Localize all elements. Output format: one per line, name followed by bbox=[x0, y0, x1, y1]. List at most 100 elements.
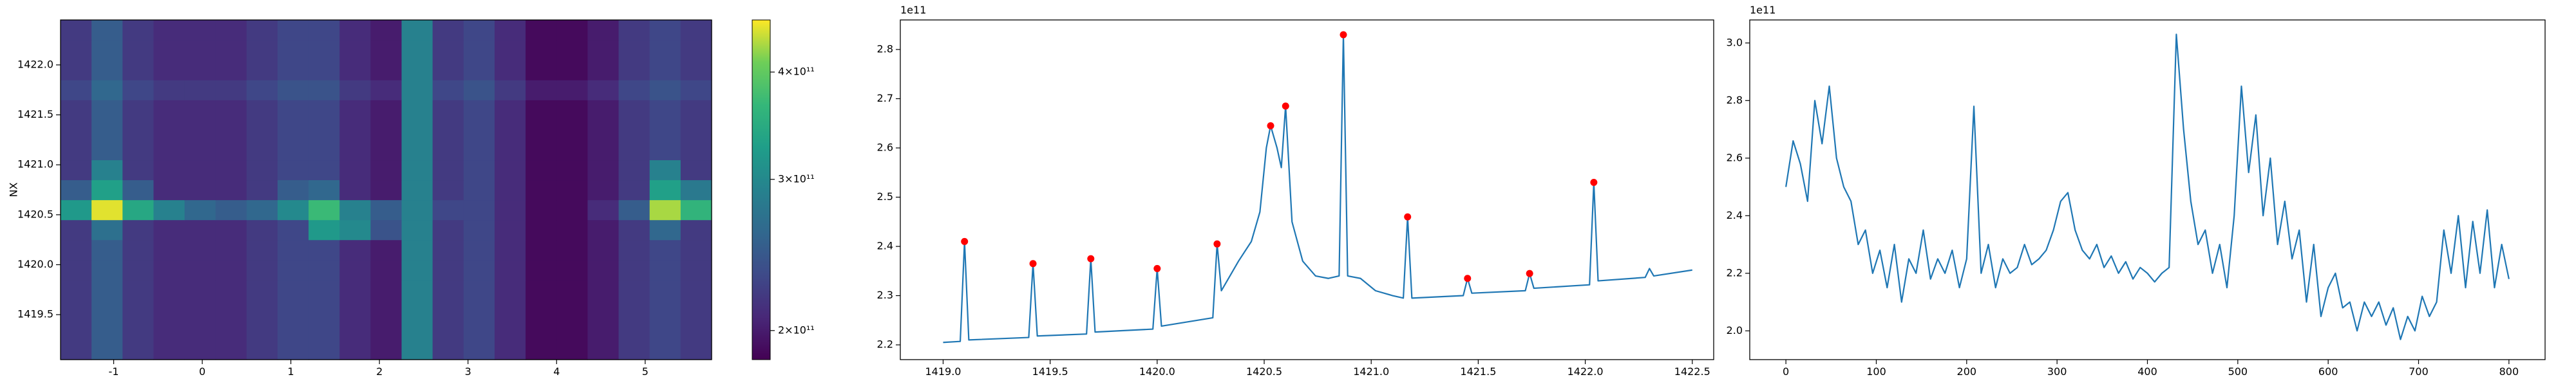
heatmap-cell bbox=[680, 299, 712, 320]
heatmap-cell bbox=[526, 100, 557, 120]
heatmap-cell bbox=[215, 279, 247, 300]
heatmap-cell bbox=[61, 259, 92, 280]
heatmap-cell bbox=[649, 319, 681, 340]
heatmap-cell bbox=[215, 179, 247, 201]
heatmap-cell bbox=[278, 179, 309, 201]
heatmap-cell bbox=[246, 239, 278, 261]
heatmap-cell bbox=[649, 40, 681, 60]
colorbar-tick-label: 4×10¹¹ bbox=[778, 66, 815, 78]
x-tick-label: 4 bbox=[553, 365, 560, 378]
colorbar bbox=[752, 19, 771, 360]
heatmap-cell bbox=[215, 259, 247, 280]
heatmap-cell bbox=[495, 299, 526, 320]
heatmap-cell bbox=[432, 80, 464, 100]
peak-marker bbox=[1213, 240, 1221, 248]
heatmap-cell bbox=[401, 160, 433, 181]
heatmap-cell bbox=[495, 80, 526, 100]
heatmap-cell bbox=[432, 160, 464, 181]
heatmap-cell bbox=[649, 259, 681, 280]
heatmap-cell bbox=[215, 80, 247, 100]
heatmap-cell bbox=[526, 179, 557, 201]
heatmap-cell bbox=[184, 20, 216, 41]
heatmap-cell bbox=[153, 239, 185, 261]
heatmap-cell bbox=[215, 239, 247, 261]
y-tick-label: 1420.0 bbox=[17, 258, 53, 270]
heatmap-cell bbox=[122, 259, 155, 280]
x-tick-label: 300 bbox=[2047, 365, 2067, 378]
heatmap-cell bbox=[587, 60, 620, 80]
heatmap-cell bbox=[278, 20, 309, 41]
heatmap-cell bbox=[91, 40, 123, 60]
x-tick-label: 1422.0 bbox=[1567, 365, 1604, 378]
heatmap-cell bbox=[370, 179, 402, 201]
heatmap-cell bbox=[556, 120, 589, 140]
heatmap-cell bbox=[587, 179, 620, 201]
x-tick-label: 1 bbox=[288, 365, 294, 378]
heatmap-cell bbox=[122, 100, 155, 120]
heatmap-cell bbox=[463, 219, 495, 241]
heatmap-cell bbox=[278, 299, 309, 320]
heatmap-cell bbox=[308, 299, 340, 320]
heatmap-cell bbox=[526, 60, 557, 80]
y-tick-label: 1420.5 bbox=[17, 208, 53, 220]
heatmap-cell bbox=[339, 339, 372, 360]
heatmap-cell bbox=[463, 80, 495, 100]
heatmap-cell bbox=[339, 199, 372, 221]
heatmap-cell bbox=[246, 120, 278, 140]
heatmap-cell bbox=[339, 140, 372, 161]
heatmap-cell bbox=[215, 299, 247, 320]
heatmap-cell bbox=[339, 219, 372, 241]
heatmap-cell bbox=[308, 259, 340, 280]
heatmap-cell bbox=[587, 219, 620, 241]
heatmap-cell bbox=[122, 279, 155, 300]
heatmap-cell bbox=[587, 80, 620, 100]
heatmap-cell bbox=[153, 160, 185, 181]
heatmap-cell bbox=[91, 279, 123, 300]
heatmap-cell bbox=[495, 60, 526, 80]
x-tick-label: 600 bbox=[2318, 365, 2338, 378]
heatmap-cell bbox=[587, 100, 620, 120]
heatmap-cell bbox=[215, 339, 247, 360]
heatmap-cell bbox=[278, 60, 309, 80]
heatmap-cell bbox=[432, 339, 464, 360]
peak-marker bbox=[1267, 122, 1274, 130]
heatmap-cell bbox=[495, 259, 526, 280]
heatmap-cell bbox=[680, 239, 712, 261]
heatmap-cell bbox=[526, 279, 557, 300]
heatmap-cell bbox=[122, 319, 155, 340]
heatmap-cell bbox=[153, 279, 185, 300]
heatmap-cell bbox=[370, 299, 402, 320]
heatmap-cell bbox=[91, 179, 123, 201]
heatmap-cell bbox=[339, 179, 372, 201]
heatmap-cell bbox=[339, 299, 372, 320]
heatmap-cell bbox=[401, 100, 433, 120]
heatmap-cell bbox=[556, 100, 589, 120]
heatmap-cell bbox=[215, 120, 247, 140]
heatmap-cell bbox=[495, 140, 526, 161]
heatmap-cell bbox=[463, 160, 495, 181]
heatmap-cell bbox=[370, 239, 402, 261]
heatmap-cell bbox=[61, 279, 92, 300]
heatmap-cell bbox=[91, 199, 123, 221]
x-tick-label: 2 bbox=[376, 365, 383, 378]
heatmap-cell bbox=[495, 100, 526, 120]
heatmap-cell bbox=[618, 299, 650, 320]
peak-marker bbox=[1153, 264, 1161, 272]
heatmap-cell bbox=[618, 80, 650, 100]
heatmap-cell bbox=[680, 60, 712, 80]
heatmap-cell bbox=[587, 319, 620, 340]
heatmap-cell bbox=[370, 259, 402, 280]
heatmap-cell bbox=[495, 120, 526, 140]
heatmap-cell bbox=[339, 160, 372, 181]
heatmap-cell bbox=[339, 100, 372, 120]
y-axis-label: NX bbox=[8, 183, 20, 198]
heatmap-cell bbox=[680, 140, 712, 161]
x-tick-label: 700 bbox=[2409, 365, 2429, 378]
heatmap-cell bbox=[649, 199, 681, 221]
heatmap-cell bbox=[401, 120, 433, 140]
heatmap-cell bbox=[495, 199, 526, 221]
heatmap-cell bbox=[246, 179, 278, 201]
heatmap-cell bbox=[587, 199, 620, 221]
heatmap-cell bbox=[526, 259, 557, 280]
heatmap-cell bbox=[495, 160, 526, 181]
